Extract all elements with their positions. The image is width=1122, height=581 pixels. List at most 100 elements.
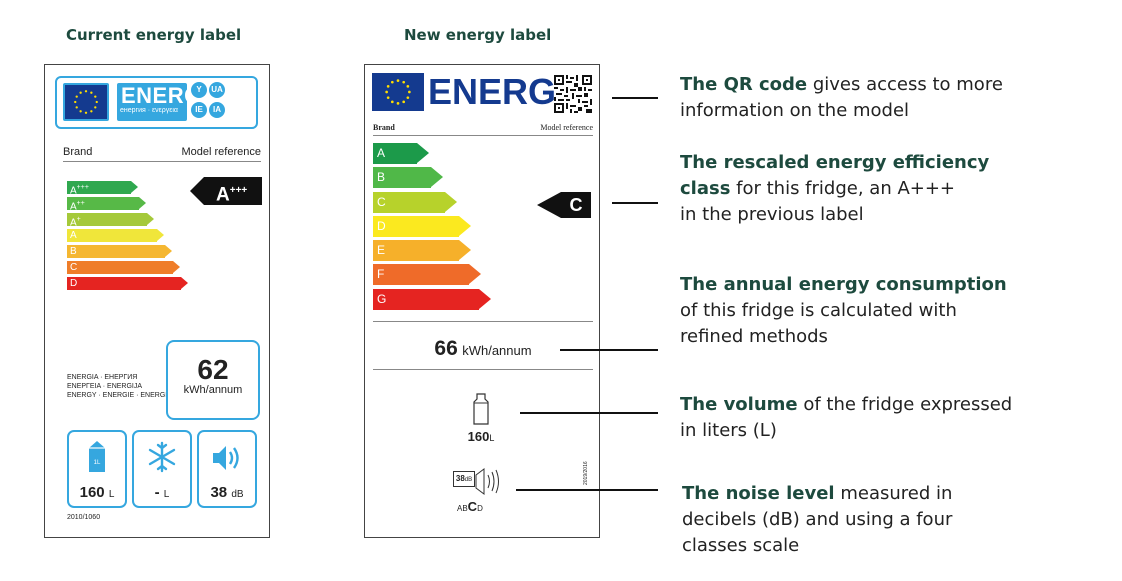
noise-class-pre: AB [457, 504, 468, 513]
callout-noise-line: decibels (dB) and using a four [682, 509, 953, 530]
class-bar-label: F [373, 264, 469, 286]
multilang-line: ΕΝΕΡΓΕΙΑ · ENERGIJA [67, 383, 143, 390]
current-brand: Brand [63, 146, 93, 158]
class-bar-label: A [373, 143, 417, 164]
class-bar-tip [139, 197, 146, 209]
callout-noise-text: measured in [834, 483, 953, 504]
class-bar-label: B [67, 245, 165, 258]
class-bar-tip [147, 213, 154, 225]
class-bar-tip [445, 191, 457, 212]
current-energy-consumption: 62 kWh/annum [166, 340, 260, 420]
new-model-reference: Model reference [540, 123, 593, 132]
volume-unit: L [489, 433, 495, 443]
class-bar-tip [479, 288, 491, 309]
current-energ-title: ENERG [121, 83, 202, 108]
svg-text:1L: 1L [94, 460, 101, 466]
callout-line-energy [560, 349, 658, 351]
callout-class-bold: The rescaled energy efficiency [680, 152, 990, 173]
current-label-header: ENERG енергия · ενεργεια Y UA IE IA [55, 76, 258, 129]
class-bar-tip [431, 167, 443, 188]
volume-number: 160 [79, 484, 105, 501]
callout-volume: The volume of the fridge expressed in li… [680, 392, 1100, 444]
current-noise-value: 38 dB [199, 484, 255, 501]
noise-value-box: 38dB [453, 471, 475, 487]
class-bar-label: G [373, 288, 479, 310]
new-regulation: 2019/2016 [583, 461, 589, 485]
new-energ-title: ENERG [428, 71, 572, 113]
bottle-icon [473, 393, 489, 425]
current-energy-label: ENERG енергия · ενεργεια Y UA IE IA Bran… [44, 64, 270, 538]
current-kwh-value: 62 [197, 354, 229, 385]
callout-line-qr [612, 97, 658, 99]
callout-noise-line: classes scale [682, 535, 800, 556]
current-noise-box: 38 dB [197, 430, 257, 508]
lang-circle-ia: IA [209, 102, 225, 118]
eu-flag-icon [63, 83, 109, 121]
qr-code-icon [554, 75, 592, 113]
new-kwh-unit: kWh/annum [462, 343, 532, 358]
current-volume-box: 1L 160 L [67, 430, 127, 508]
noise-number: 38 [210, 484, 228, 501]
speaker-icon [213, 446, 239, 470]
new-volume: 160L [461, 393, 501, 444]
noise-unit: dB [231, 489, 244, 500]
divider [373, 321, 593, 322]
callout-volume-bold: The volume [680, 394, 798, 415]
callout-qr-text: gives access to more [807, 74, 1003, 95]
freezer-unit: L [163, 489, 170, 500]
new-brand-row: Brand Model reference [373, 123, 593, 136]
lang-circle-y: Y [191, 82, 207, 98]
class-bar-tip [157, 229, 164, 241]
class-bar-label: B [373, 167, 431, 189]
callout-energy-line: of this fridge is calculated with [680, 300, 957, 321]
class-bar-label: C [67, 261, 173, 274]
lang-circle-ie: IE [191, 102, 207, 118]
current-rating-badge: A+++ [204, 177, 262, 205]
class-bar-tip [181, 277, 188, 289]
current-model-reference: Model reference [181, 146, 262, 158]
current-freezer-box: - L [132, 430, 192, 508]
lang-circle-ua: UA [209, 82, 225, 98]
callout-noise: The noise level measured in decibels (dB… [682, 481, 1102, 559]
callout-volume-line: in liters (L) [680, 420, 777, 441]
class-bar-tip [459, 215, 471, 236]
multilang-line: ENERGIA · ЕНЕРГИЯ [67, 374, 138, 381]
speaker-outline-icon [475, 468, 499, 495]
class-bar-label: A++ [67, 197, 139, 212]
class-bar-label: A [67, 229, 157, 242]
class-bar-label: A+++ [67, 181, 131, 196]
current-brand-row: Brand Model reference [63, 146, 261, 162]
eu-flag-icon [372, 73, 424, 111]
class-bar-tip [165, 245, 172, 257]
callout-class-text: for this fridge, an A+++ [730, 178, 956, 199]
eu-stars-icon [74, 90, 98, 114]
callout-line-noise [516, 489, 658, 491]
eu-stars-icon [385, 79, 411, 105]
callout-class: The rescaled energy efficiency class for… [680, 150, 1100, 228]
freezer-number: - [154, 484, 160, 501]
current-kwh-unit: kWh/annum [183, 384, 243, 396]
class-bar-label: A+ [67, 213, 147, 228]
class-bar-label: D [373, 215, 459, 237]
new-brand: Brand [373, 123, 395, 132]
callout-energy: The annual energy consumption of this fr… [680, 272, 1100, 350]
new-rating-badge: C [561, 192, 591, 218]
callout-energy-line: refined methods [680, 326, 828, 347]
callout-volume-text: of the fridge expressed [797, 394, 1013, 415]
noise-number: 38 [455, 474, 465, 483]
current-rating-letter: A [216, 184, 230, 206]
class-bar-tip [417, 143, 429, 163]
current-energ-subtitle: енергия · ενεργεια [120, 107, 178, 114]
callout-line-volume [520, 412, 658, 414]
current-label-heading: Current energy label [66, 26, 242, 44]
noise-unit: dB [464, 477, 473, 483]
callout-class-bold: class [680, 178, 731, 199]
callout-qr-bold: The QR code [680, 74, 808, 95]
callout-energy-bold: The annual energy consumption [680, 274, 1007, 295]
noise-class-post: D [477, 504, 483, 513]
current-regulation: 2010/1060 [67, 514, 101, 521]
milk-carton-icon: 1L [89, 441, 105, 472]
callout-qr-line: information on the model [680, 100, 910, 121]
new-volume-value: 160L [461, 429, 501, 444]
